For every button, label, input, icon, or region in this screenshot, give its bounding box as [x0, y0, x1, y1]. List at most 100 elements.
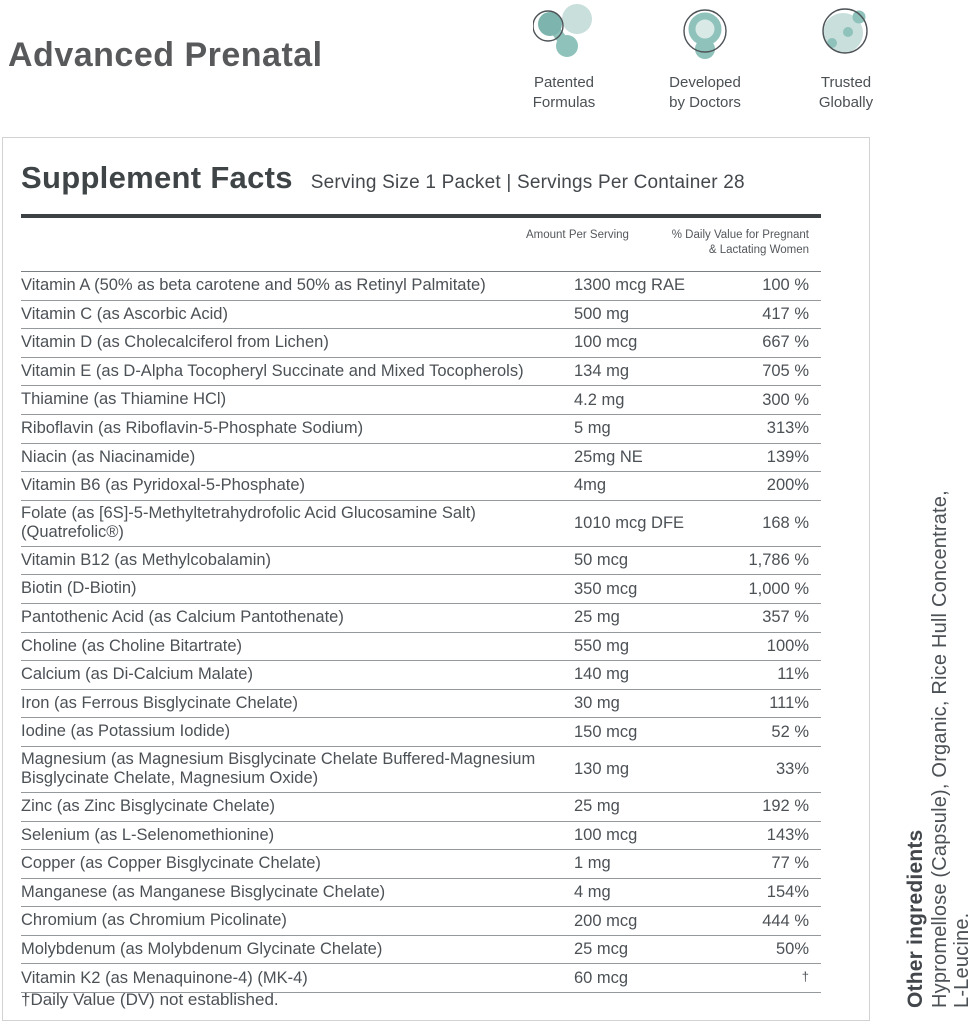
nutrient-daily-value: 313% [766, 419, 809, 438]
table-row: Biotin (D-Biotin) 350 mcg 1,000 % [21, 575, 821, 604]
nutrient-amount: 1 mg [574, 854, 611, 873]
nutrient-amount: 4mg [574, 476, 607, 495]
badge-patented-formulas: Patented Formulas [505, 2, 623, 113]
nutrient-daily-value: 111% [769, 694, 809, 713]
badge-developed-by-doctors: Developed by Doctors [646, 2, 764, 113]
stethoscope-icon [674, 2, 736, 69]
nutrient-name: Iron (as Ferrous Bisglycinate Chelate) [21, 693, 298, 712]
nutrient-name: Folate (as [6S]-5-Methyltetrahydrofolic … [21, 503, 476, 542]
nutrient-daily-value: 77 % [771, 854, 809, 873]
nutrient-daily-value: 200% [766, 476, 809, 495]
nutrient-amount: 100 mcg [574, 825, 638, 844]
panel-header: Supplement Facts Serving Size 1 Packet |… [21, 160, 821, 196]
nutrient-name: Riboflavin (as Riboflavin-5-Phosphate So… [21, 419, 364, 438]
nutrient-name: Molybdenum (as Molybdenum Glycinate Chel… [21, 939, 383, 958]
table-row: Molybdenum (as Molybdenum Glycinate Chel… [21, 936, 821, 965]
table-row: Folate (as [6S]-5-Methyltetrahydrofolic … [21, 501, 821, 547]
nutrient-name: Manganese (as Manganese Bisglycinate Che… [21, 882, 386, 901]
nutrient-amount: 150 mcg [574, 722, 638, 741]
nutrient-name: Thiamine (as Thiamine HCl) [21, 390, 227, 409]
table-row: Calcium (as Di-Calcium Malate) 140 mg 11… [21, 661, 821, 690]
nutrient-amount: 200 mcg [574, 911, 638, 930]
nutrient-amount: 100 mcg [574, 333, 638, 352]
other-ingredients-note: Other ingredients Hypromellose (Capsule),… [903, 468, 973, 1008]
nutrient-name: Biotin (D-Biotin) [21, 579, 137, 598]
serving-info: Serving Size 1 Packet | Servings Per Con… [310, 172, 745, 193]
table-row: Selenium (as L-Selenomethionine) 100 mcg… [21, 822, 821, 851]
table-row: Zinc (as Zinc Bisglycinate Chelate) 25 m… [21, 793, 821, 822]
nutrient-daily-value: 357 % [762, 608, 809, 627]
nutrient-amount: 25 mg [574, 608, 620, 627]
nutrient-amount: 25 mg [574, 797, 620, 816]
table-row: Copper (as Copper Bisglycinate Chelate) … [21, 850, 821, 879]
table-row: Pantothenic Acid (as Calcium Pantothenat… [21, 604, 821, 633]
other-ingredients-text: Hypromellose (Capsule), Organic, Rice Hu… [929, 490, 973, 1008]
table-row: Vitamin K2 (as Menaquinone-4) (MK-4) 60 … [21, 964, 821, 994]
badge-row: Patented Formulas Developed by Doctors [505, 2, 905, 113]
badge-label: Developed by Doctors [669, 74, 741, 111]
nutrient-daily-value: 444 % [762, 911, 809, 930]
nutrient-name: Vitamin D (as Cholecalciferol from Liche… [21, 333, 329, 352]
nutrient-daily-value: 100% [766, 636, 809, 655]
nutrient-daily-value: 1,000 % [748, 579, 809, 598]
nutrient-daily-value: 11% [777, 665, 809, 684]
badge-label: Trusted Globally [818, 74, 874, 111]
column-header-amount: Amount Per Serving [526, 229, 629, 241]
nutrient-name: Vitamin B12 (as Methylcobalamin) [21, 550, 272, 569]
other-ingredients-heading: Other ingredients [904, 829, 927, 1008]
facts-rows: Vitamin A (50% as beta carotene and 50% … [21, 272, 821, 994]
table-row: Vitamin D (as Cholecalciferol from Liche… [21, 329, 821, 358]
nutrient-name: Pantothenic Acid (as Calcium Pantothenat… [21, 607, 344, 626]
nutrient-daily-value: 100 % [762, 276, 809, 295]
globe-badge: Trusted Globally [787, 2, 905, 113]
nutrient-amount: 350 mcg [574, 579, 638, 598]
nutrient-amount: 60 mcg [574, 968, 629, 987]
nutrient-amount: 1300 mcg RAE [574, 276, 685, 295]
nutrient-name: Calcium (as Di-Calcium Malate) [21, 665, 253, 684]
nutrient-daily-value: 192 % [762, 797, 809, 816]
table-row: Niacin (as Niacinamide) 25mg NE 139% [21, 444, 821, 473]
table-row: Vitamin E (as D-Alpha Tocopheryl Succina… [21, 358, 821, 387]
nutrient-daily-value: † [801, 969, 809, 985]
nutrient-daily-value: 417 % [762, 304, 809, 323]
nutrient-name: Vitamin E (as D-Alpha Tocopheryl Succina… [21, 361, 524, 380]
nutrient-name: Niacin (as Niacinamide) [21, 447, 196, 466]
nutrient-amount: 500 mg [574, 304, 630, 323]
nutrient-daily-value: 300 % [762, 390, 809, 409]
footnote: †Daily Value (DV) not established. [21, 990, 279, 1009]
nutrient-amount: 130 mg [574, 759, 630, 778]
table-row: Manganese (as Manganese Bisglycinate Che… [21, 879, 821, 908]
nutrient-name: Vitamin B6 (as Pyridoxal-5-Phosphate) [21, 476, 305, 495]
nutrient-daily-value: 139% [766, 447, 809, 466]
table-row: Riboflavin (as Riboflavin-5-Phosphate So… [21, 415, 821, 444]
nutrient-daily-value: 52 % [771, 722, 809, 741]
nutrient-amount: 134 mg [574, 362, 630, 381]
nutrient-daily-value: 154% [766, 882, 809, 901]
table-row: Vitamin C (as Ascorbic Acid) 500 mg 417 … [21, 301, 821, 330]
nutrient-name: Vitamin A (50% as beta carotene and 50% … [21, 276, 486, 295]
nutrient-name: Iodine (as Potassium Iodide) [21, 722, 231, 741]
column-headers: Amount Per Serving % Daily Value for Pre… [21, 228, 821, 272]
nutrient-name: Choline (as Choline Bitartrate) [21, 636, 243, 655]
badge-label: Patented Formulas [532, 74, 596, 111]
nutrient-amount: 30 mg [574, 694, 620, 713]
nutrient-name: Vitamin C (as Ascorbic Acid) [21, 304, 228, 323]
nutrient-daily-value: 667 % [762, 333, 809, 352]
table-row: Vitamin B12 (as Methylcobalamin) 50 mcg … [21, 547, 821, 576]
nutrient-daily-value: 50% [775, 940, 809, 959]
nutrient-daily-value: 143% [766, 825, 809, 844]
nutrient-name: Vitamin K2 (as Menaquinone-4) (MK-4) [21, 968, 308, 987]
nutrient-name: Selenium (as L-Selenomethionine) [21, 825, 275, 844]
nutrient-amount: 1010 mcg DFE [574, 513, 685, 532]
nutrient-name: Magnesium (as Magnesium Bisglycinate Che… [21, 749, 536, 788]
table-row: Magnesium (as Magnesium Bisglycinate Che… [21, 747, 821, 793]
nutrient-amount: 4 mg [574, 882, 611, 901]
nutrient-name: Copper (as Copper Bisglycinate Chelate) [21, 854, 321, 873]
facts-title: Supplement Facts [21, 160, 293, 195]
nutrient-amount: 25 mcg [574, 940, 629, 959]
table-row: Iron (as Ferrous Bisglycinate Chelate) 3… [21, 690, 821, 719]
nutrient-amount: 5 mg [574, 419, 611, 438]
nutrient-amount: 25mg NE [574, 447, 643, 466]
table-row: Vitamin A (50% as beta carotene and 50% … [21, 272, 821, 301]
